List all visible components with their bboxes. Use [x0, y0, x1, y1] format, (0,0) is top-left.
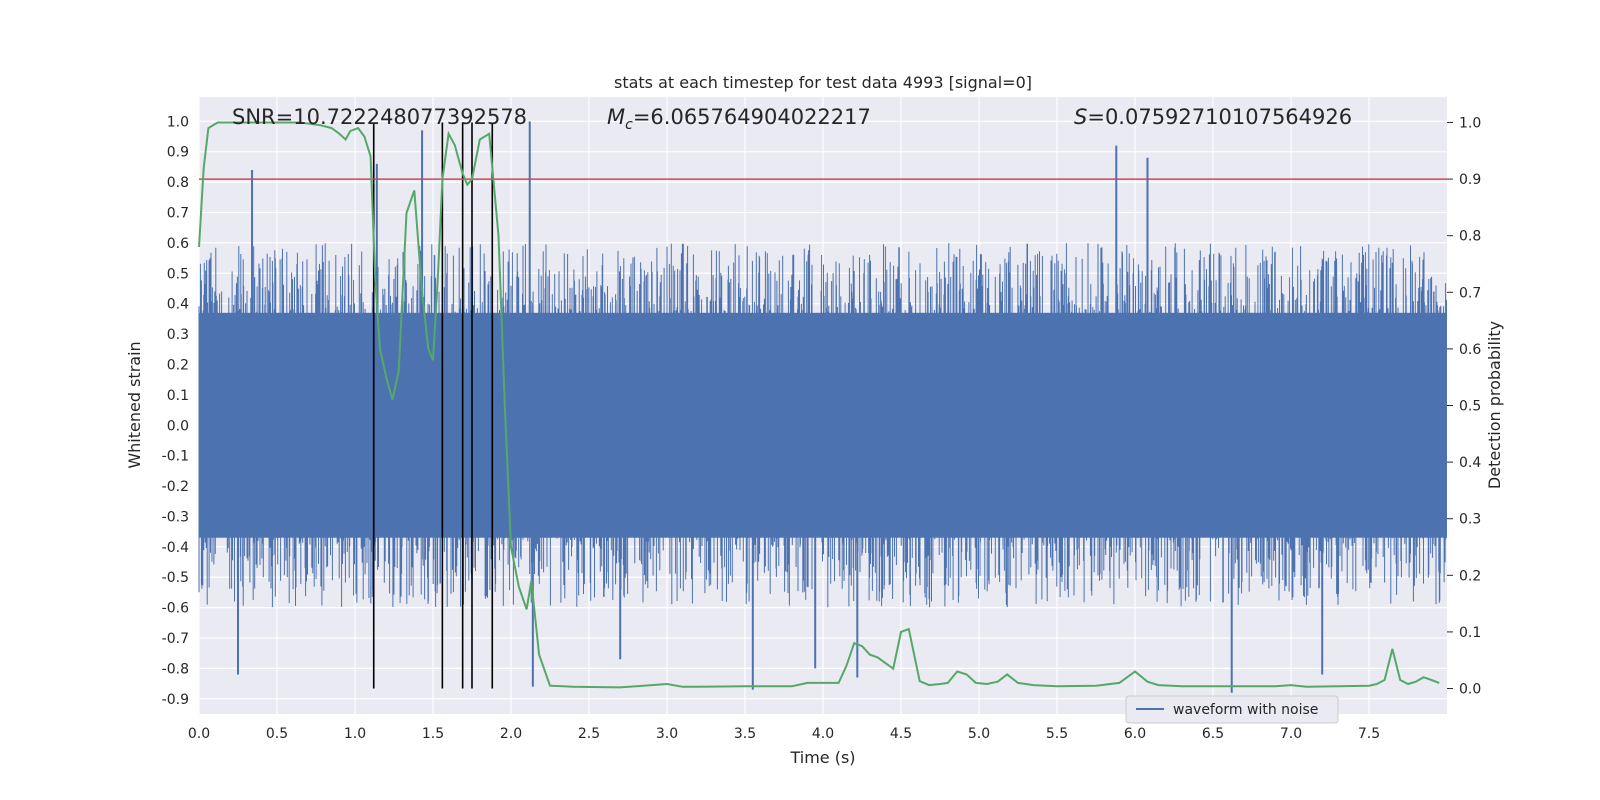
x-tick-label: 7.0 — [1280, 726, 1302, 742]
left-tick-label: 1.0 — [167, 114, 189, 130]
waveform-line — [198, 243, 1447, 608]
left-tick-label: 0.5 — [167, 266, 189, 282]
waveform-series — [198, 121, 1447, 693]
right-tick-label: 0.1 — [1459, 625, 1481, 641]
x-tick-label: 3.0 — [656, 726, 678, 742]
x-tick-label: 6.0 — [1124, 726, 1146, 742]
right-tick-label: 0.8 — [1459, 229, 1481, 245]
left-tick-label: 0.2 — [167, 357, 189, 373]
x-tick-label: 3.5 — [734, 726, 756, 742]
right-tick-label: 0.7 — [1459, 285, 1481, 301]
left-tick-label: 0.1 — [167, 388, 189, 404]
right-tick-label: 0.2 — [1459, 568, 1481, 584]
snr-annotation: SNR=10.722248077392578 — [232, 105, 527, 129]
left-tick-label: -0.2 — [162, 479, 189, 495]
legend-box — [1125, 695, 1339, 724]
left-tick-label: 0.6 — [167, 236, 189, 252]
left-tick-label: -0.8 — [162, 661, 189, 677]
left-tick-label: 0.9 — [167, 145, 189, 161]
left-tick-label: 0.4 — [167, 297, 189, 313]
s-annotation: S=0.07592710107564926 — [1074, 105, 1352, 129]
left-tick-label: -0.6 — [162, 601, 189, 617]
left-tick-label: -0.3 — [162, 509, 189, 525]
s-value: =0.07592710107564926 — [1087, 105, 1352, 129]
x-tick-label: 6.5 — [1202, 726, 1224, 742]
s-symbol: S — [1074, 105, 1087, 129]
left-tick-label: -0.9 — [162, 692, 189, 708]
right-axis-ticks: 1.0 0.9 0.8 0.7 0.6 0.5 0.4 0.3 0.2 0.1 0.0 — [1447, 115, 1481, 698]
mc-value: =6.065764904022217 — [633, 105, 871, 129]
right-tick-label: 0.4 — [1459, 455, 1481, 471]
right-tick-label: 0.0 — [1459, 682, 1481, 698]
chirp-mass-annotation: Mc=6.065764904022217 — [607, 105, 871, 133]
left-axis-ticks: 1.0 0.9 0.8 0.7 0.6 0.5 0.4 0.3 0.2 0.1 0.0 -0.1 -0.… — [162, 114, 189, 707]
x-tick-label: 1.0 — [344, 726, 366, 742]
right-tick-label: 1.0 — [1459, 115, 1481, 131]
x-tick-label: 4.0 — [812, 726, 834, 742]
x-tick-label: 7.5 — [1358, 726, 1380, 742]
x-tick-label: 0.0 — [188, 726, 210, 742]
left-tick-label: 0.3 — [167, 327, 189, 343]
x-tick-label: 4.5 — [890, 726, 912, 742]
x-tick-label: 5.5 — [1046, 726, 1068, 742]
left-tick-label: 0.8 — [167, 175, 189, 191]
left-tick-label: -0.4 — [162, 540, 189, 556]
mc-symbol: M — [607, 105, 625, 129]
left-tick-label: -0.7 — [162, 631, 189, 647]
x-tick-label: 0.5 — [266, 726, 288, 742]
x-tick-label: 2.5 — [578, 726, 600, 742]
left-tick-label: -0.1 — [162, 449, 189, 465]
right-tick-label: 0.3 — [1459, 512, 1481, 528]
x-tick-label: 2.0 — [500, 726, 522, 742]
right-axis-label: Detection probability — [1485, 321, 1504, 489]
left-axis-label: Whitened strain — [125, 341, 144, 468]
chart-title: stats at each timestep for test data 499… — [614, 73, 1032, 92]
x-axis-ticks: 0.0 0.5 1.0 1.5 2.0 2.5 3.0 3.5 4.0 4.5 5.0 5.5 6.0 6… — [188, 726, 1380, 742]
left-tick-label: 0.0 — [167, 418, 189, 434]
right-tick-label: 0.6 — [1459, 342, 1481, 358]
x-axis-label: Time (s) — [789, 748, 855, 767]
legend-label: waveform with noise — [1173, 702, 1318, 718]
x-tick-label: 5.0 — [968, 726, 990, 742]
x-tick-label: 1.5 — [422, 726, 444, 742]
mc-subscript: c — [625, 117, 633, 133]
probability-series — [198, 121, 1440, 689]
left-tick-label: 0.7 — [167, 205, 189, 221]
right-tick-label: 0.5 — [1459, 399, 1481, 415]
legend: waveform with noise — [1125, 695, 1339, 724]
left-tick-label: -0.5 — [162, 570, 189, 586]
right-tick-label: 0.9 — [1459, 172, 1481, 188]
probability-line — [198, 121, 1440, 689]
